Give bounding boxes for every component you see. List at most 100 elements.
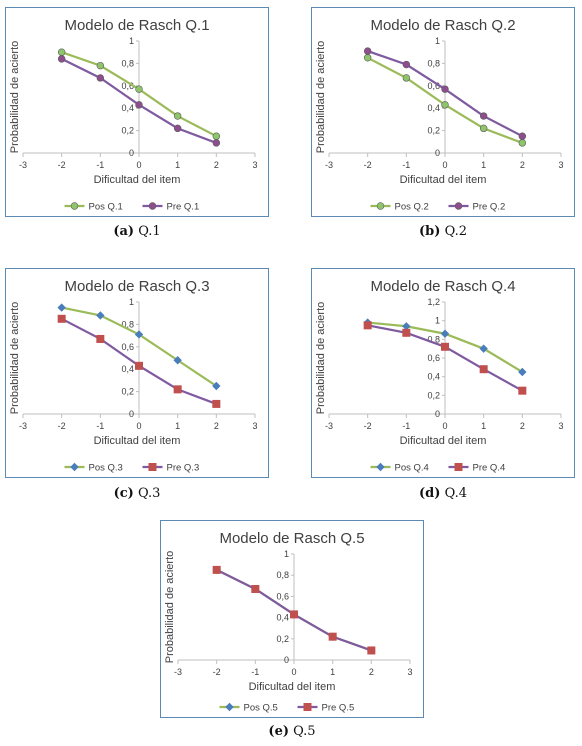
y-tick-label: 1	[435, 316, 440, 326]
legend-marker	[376, 202, 385, 210]
caption-q4: (d) Q.4	[311, 486, 575, 501]
x-tick-label: 1	[175, 160, 180, 170]
x-tick-label: 0	[442, 160, 447, 170]
y-tick-label: 0,6	[427, 353, 440, 363]
x-tick-label: 1	[481, 421, 486, 431]
x-tick-label: -2	[58, 421, 66, 431]
x-tick-label: 2	[214, 421, 219, 431]
legend-marker	[454, 463, 463, 471]
legend-item: Pos Q.4	[370, 462, 429, 474]
x-tick-label: 0	[442, 421, 447, 431]
legend-label: Pre Q.1	[167, 202, 200, 213]
y-tick-label: 0,6	[121, 342, 134, 352]
legend-item: Pre Q.3	[142, 463, 199, 474]
y-tick-label: 1,2	[427, 297, 440, 307]
caption-text: Q.1	[138, 224, 161, 239]
legend-item: Pre Q.1	[142, 202, 200, 213]
x-tick-label: -1	[96, 160, 104, 170]
data-point	[251, 584, 260, 593]
x-tick-label: 0	[136, 160, 141, 170]
y-tick-label: 0,4	[427, 103, 440, 113]
series-pre	[57, 55, 221, 147]
data-point	[96, 311, 105, 320]
y-tick-label: 0	[129, 148, 134, 158]
data-point	[212, 139, 221, 147]
data-point	[479, 124, 488, 133]
legend-marker	[70, 462, 79, 472]
y-tick-label: 0,2	[121, 387, 134, 397]
y-axis-label: Probabilidad de acierto	[315, 41, 327, 154]
chart-svg: Modelo de Rasch Q.2 -3 -2 -1 0 1 2 3 0 0,2 0,4 0,6 0…	[311, 7, 575, 217]
y-tick-label: 1	[129, 36, 134, 46]
data-point	[363, 47, 372, 55]
data-point	[135, 361, 143, 370]
data-point	[479, 365, 488, 374]
caption-letter: (b)	[419, 224, 441, 239]
caption-q2: (b) Q.2	[311, 224, 575, 239]
legend-label: Pos Q.5	[244, 703, 278, 714]
x-tick-label: 2	[214, 160, 219, 170]
x-tick-label: 2	[520, 160, 525, 170]
x-tick-label: 0	[291, 667, 296, 677]
x-tick-label: -3	[174, 667, 182, 677]
x-tick-label: 2	[369, 667, 374, 677]
series-pre	[363, 321, 527, 395]
legend-item: Pre Q.2	[448, 202, 506, 213]
y-tick-label: 1	[129, 297, 134, 307]
chart-title: Modelo de Rasch Q.2	[370, 17, 515, 34]
series-pos	[57, 303, 221, 391]
y-tick-label: 0,8	[121, 58, 134, 68]
chart-panel-q4: Modelo de Rasch Q.4 -3 -2 -1 0 1 2 3 0 0,2 0,4 0,6 0…	[311, 268, 575, 478]
caption-letter: (d)	[419, 486, 441, 501]
x-tick-label: -2	[364, 160, 372, 170]
series-pre	[57, 314, 221, 408]
y-tick-label: 0,4	[121, 364, 134, 374]
y-tick-label: 0,6	[427, 81, 440, 91]
data-point	[518, 139, 527, 147]
data-point	[57, 55, 66, 63]
chart-frame	[5, 268, 269, 478]
chart-svg: Modelo de Rasch Q.1 -3 -2 -1 0 1 2 3 0 0,2 0,4 0,6 0…	[5, 7, 269, 217]
y-tick-label: 0,2	[427, 126, 440, 136]
chart-title: Modelo de Rasch Q.5	[219, 530, 364, 547]
x-tick-label: 1	[330, 667, 335, 677]
chart-panel-q5: Modelo de Rasch Q.5 -3 -2 -1 0 1 2 3 0 0,2 0,4 0,6 0…	[160, 520, 424, 718]
legend-marker	[148, 463, 157, 471]
x-tick-label: -3	[19, 160, 27, 170]
legend-label: Pre Q.2	[473, 202, 506, 213]
x-tick-label: -3	[325, 160, 333, 170]
series-pre	[363, 47, 527, 140]
caption-text: Q.2	[444, 224, 467, 239]
data-point	[363, 321, 372, 330]
y-tick-label: 0,4	[121, 103, 134, 113]
data-point	[173, 385, 182, 394]
y-tick-label: 0,6	[121, 81, 134, 91]
x-tick-label: -1	[402, 160, 410, 170]
caption-letter: (c)	[113, 486, 134, 501]
legend-label: Pos Q.3	[89, 463, 123, 474]
x-tick-label: 3	[407, 667, 412, 677]
x-tick-label: 1	[481, 160, 486, 170]
legend-item: Pre Q.5	[297, 703, 354, 714]
legend-marker	[225, 702, 234, 712]
legend-label: Pre Q.4	[473, 463, 506, 474]
legend: Pos Q.3 Pre Q.3	[64, 462, 199, 474]
data-point	[173, 112, 182, 120]
x-tick-label: -1	[402, 421, 410, 431]
data-point	[363, 54, 372, 62]
y-axis-label: Probabilidad de acierto	[9, 41, 21, 154]
x-tick-label: 1	[175, 421, 180, 431]
y-tick-label: 0,2	[427, 390, 440, 400]
legend-marker	[148, 202, 157, 210]
chart-frame	[311, 7, 575, 217]
caption-q1: (a) Q.1	[5, 224, 269, 239]
legend-marker	[376, 462, 385, 472]
caption-letter: (a)	[113, 224, 135, 239]
y-tick-label: 0,8	[427, 334, 440, 344]
x-tick-label: 3	[252, 160, 257, 170]
data-point	[479, 112, 488, 120]
data-point	[212, 381, 221, 391]
x-tick-label: -2	[364, 421, 372, 431]
y-tick-label: 0	[435, 409, 440, 419]
data-point	[57, 303, 66, 312]
